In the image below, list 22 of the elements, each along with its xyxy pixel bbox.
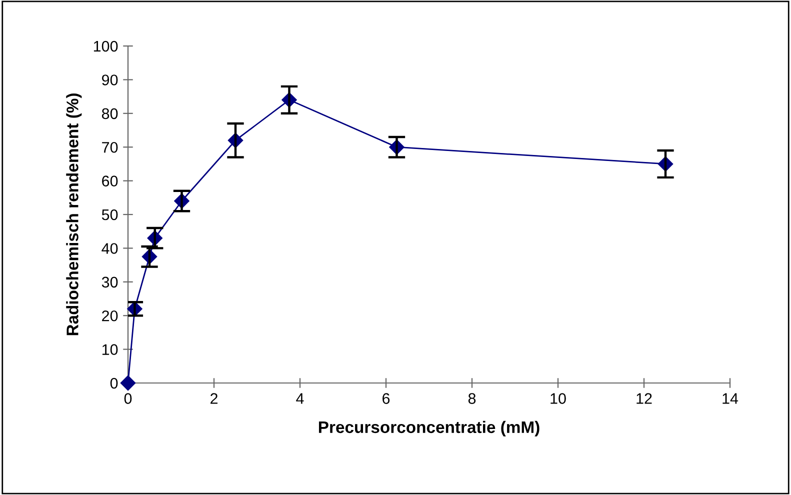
- y-tick-label: 70: [102, 142, 118, 153]
- x-tick-label: 14: [722, 393, 738, 404]
- y-tick-label: 40: [102, 243, 118, 254]
- y-axis-title: Radiochemisch rendement (%): [66, 94, 82, 336]
- y-tick-label: 60: [102, 176, 118, 186]
- y-tick-label: 80: [102, 108, 118, 120]
- y-tick-label: 10: [102, 344, 118, 355]
- x-axis-title: Precursorconcentratie (mM): [318, 420, 540, 436]
- y-tick-label: 50: [102, 209, 118, 220]
- point: [120, 375, 136, 391]
- x-tick-label: 4: [296, 393, 304, 404]
- x-tick-label: 8: [468, 393, 476, 404]
- x-tick-label: 0: [124, 393, 132, 404]
- y-tick-label: 100: [94, 40, 118, 52]
- y-tick-label: 30: [102, 276, 118, 288]
- x-tick-label: 10: [550, 393, 566, 404]
- x-tick-label: 2: [210, 393, 218, 404]
- x-tick-label: 6: [382, 393, 390, 404]
- y-tick-label: 90: [102, 74, 118, 86]
- y-tick-label: 20: [102, 310, 118, 322]
- x-tick-label: 12: [636, 393, 652, 404]
- y-tick-label: 0: [110, 378, 118, 389]
